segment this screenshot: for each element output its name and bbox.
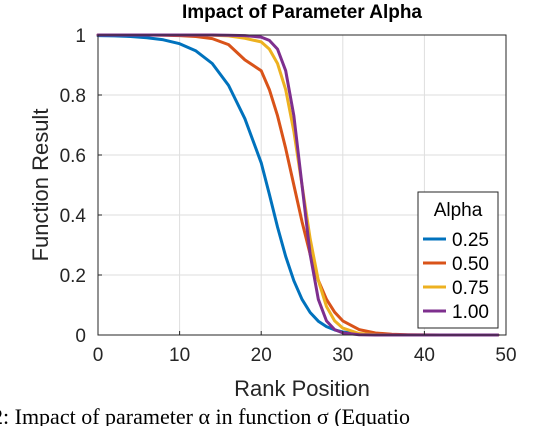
chart-title: Impact of Parameter Alpha [182,2,422,23]
x-tick-label: 20 [251,345,272,366]
legend: Alpha 0.25 0.50 0.75 1.00 [417,191,499,329]
legend-label-1.00: 1.00 [452,302,489,323]
y-tick-label: 1 [75,26,86,47]
legend-box [417,191,499,329]
chart: 0 10 20 30 40 50 0 0.2 0.4 0.6 0.8 1 Impact of Par… [28,2,517,401]
y-tick-label: 0.6 [60,146,86,167]
grid [97,34,507,336]
x-tick-label: 40 [414,345,435,366]
y-tick-label: 0.2 [60,266,86,287]
x-axis-label: Rank Position [234,376,370,401]
x-tick-label: 50 [495,345,516,366]
y-tick-label: 0.4 [60,206,87,227]
y-tick-label: 0 [75,326,86,347]
plot-border [97,34,507,336]
legend-title: Alpha [434,200,483,221]
x-tick-label: 30 [332,345,353,366]
y-tick-labels: 0 0.2 0.4 0.6 0.8 1 [60,26,87,347]
x-tick-labels: 0 10 20 30 40 50 [93,345,517,366]
legend-label-0.75: 0.75 [452,278,489,299]
legend-entries: 0.25 0.50 0.75 1.00 [423,230,489,323]
legend-label-0.25: 0.25 [452,230,489,251]
x-tick-label: 0 [93,345,104,366]
ticks [97,34,507,336]
y-tick-label: 0.8 [60,86,86,107]
y-axis-label: Function Result [28,109,53,262]
legend-label-0.50: 0.50 [452,254,489,275]
figure-caption: 2: Impact of parameter α in function σ (… [0,404,411,426]
x-tick-label: 10 [169,345,190,366]
